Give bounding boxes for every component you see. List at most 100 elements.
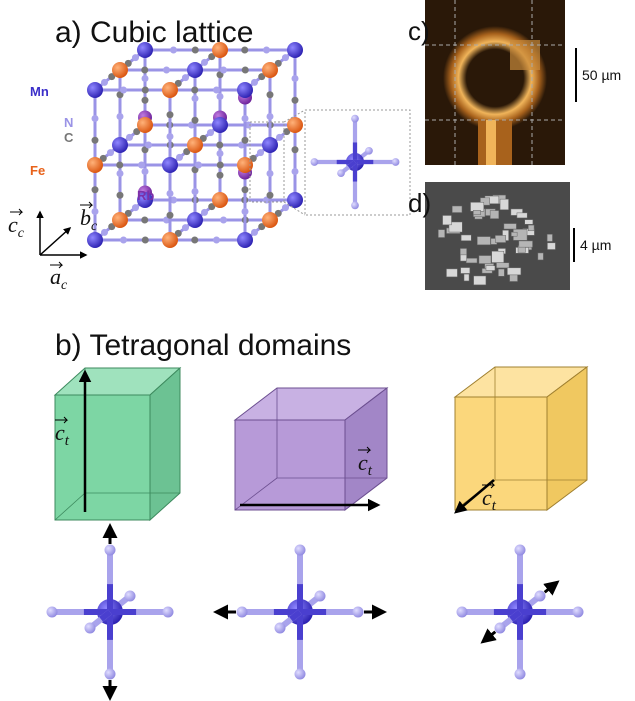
atom-c <box>91 136 99 144</box>
crystal <box>465 258 478 264</box>
cube-front <box>234 419 346 511</box>
arm-inner <box>509 609 522 622</box>
atom-n <box>236 606 248 618</box>
label-c: C <box>64 130 74 145</box>
atom-c <box>174 79 182 87</box>
arm-inner <box>289 609 302 622</box>
vec-arrow <box>482 481 496 489</box>
atom-n <box>182 224 189 232</box>
atom-fe <box>112 212 128 228</box>
atom-c <box>141 236 149 244</box>
crystal <box>480 197 490 206</box>
label-n: N <box>64 115 73 130</box>
atom-c <box>108 223 116 231</box>
crystal <box>491 251 505 263</box>
crystal <box>470 202 485 212</box>
atom-c <box>183 148 191 156</box>
crystal <box>507 267 522 276</box>
atom-fe <box>137 117 153 133</box>
cube-front <box>54 394 151 521</box>
atom-n <box>282 204 289 212</box>
atom-n <box>365 146 373 155</box>
atom-mn <box>87 82 103 98</box>
atom-c <box>216 161 224 169</box>
atom-mn <box>287 192 303 208</box>
atom-c <box>291 146 299 154</box>
atom-n <box>120 86 127 94</box>
atom-n <box>352 606 364 618</box>
atom-n <box>163 66 170 74</box>
atom-n <box>216 150 224 157</box>
atom-n <box>138 161 145 169</box>
atom-n <box>107 149 114 157</box>
arm-inner <box>347 160 357 169</box>
atom-c <box>266 191 274 199</box>
atom-c <box>291 96 299 104</box>
atom-fe <box>262 62 278 78</box>
atom-c <box>258 73 266 81</box>
cube-front <box>454 396 548 511</box>
crystal <box>546 234 553 242</box>
atom-c <box>208 53 216 61</box>
atom-n <box>572 606 584 618</box>
crystal <box>499 198 509 211</box>
vec-arrow <box>55 416 69 424</box>
atom-fe <box>212 42 228 58</box>
crystal <box>503 223 517 230</box>
atom-n <box>91 208 99 215</box>
atom-n <box>213 236 220 244</box>
atom-n <box>216 93 224 100</box>
scale-d: 4 µm <box>580 237 611 253</box>
crystal <box>460 234 472 241</box>
atom-c <box>174 229 182 237</box>
atom-fe <box>87 157 103 173</box>
atom-fe <box>162 82 178 98</box>
atom-n <box>263 46 270 54</box>
atom-n <box>166 190 174 197</box>
atom-n <box>514 668 526 680</box>
atom-n <box>314 590 326 602</box>
atom-n <box>351 201 359 210</box>
vec-symbol: c <box>482 485 492 510</box>
atom-n <box>294 668 306 680</box>
atom-n <box>251 228 258 236</box>
label-mn: Mn <box>30 84 49 99</box>
atom-fe <box>237 157 253 173</box>
atom-n <box>145 141 152 149</box>
crystal <box>537 252 544 261</box>
atom-n <box>241 208 249 215</box>
crystal <box>518 240 533 248</box>
atom-n <box>101 78 108 86</box>
atom-n <box>191 95 199 102</box>
zoom-octahedron <box>310 114 400 210</box>
atom-c <box>116 161 124 169</box>
atom-n <box>276 133 283 141</box>
atom-n <box>294 544 306 556</box>
crystal <box>477 236 491 246</box>
scale-c: 50 µm <box>582 67 621 83</box>
atom-fe <box>212 192 228 208</box>
atom-mn <box>237 232 253 248</box>
domain-label: ct <box>55 420 70 449</box>
atom-c <box>108 73 116 81</box>
vec-arrow <box>358 446 372 454</box>
atom-n <box>391 158 400 166</box>
vec-sub: t <box>492 498 497 514</box>
panel-c-label: c) <box>408 16 430 46</box>
octahedra <box>46 523 584 701</box>
atom-n <box>534 590 546 602</box>
atom-c <box>116 191 124 199</box>
vec-sub: t <box>65 433 70 449</box>
photo-c <box>425 0 565 165</box>
atom-n <box>116 170 124 177</box>
atom-n <box>337 169 345 178</box>
atom-c <box>274 209 282 217</box>
atom-n <box>514 544 526 556</box>
atom-c <box>199 134 207 142</box>
crystal <box>473 210 481 215</box>
crystal <box>489 210 500 219</box>
atom-mn <box>112 137 128 153</box>
atom-c <box>208 203 216 211</box>
